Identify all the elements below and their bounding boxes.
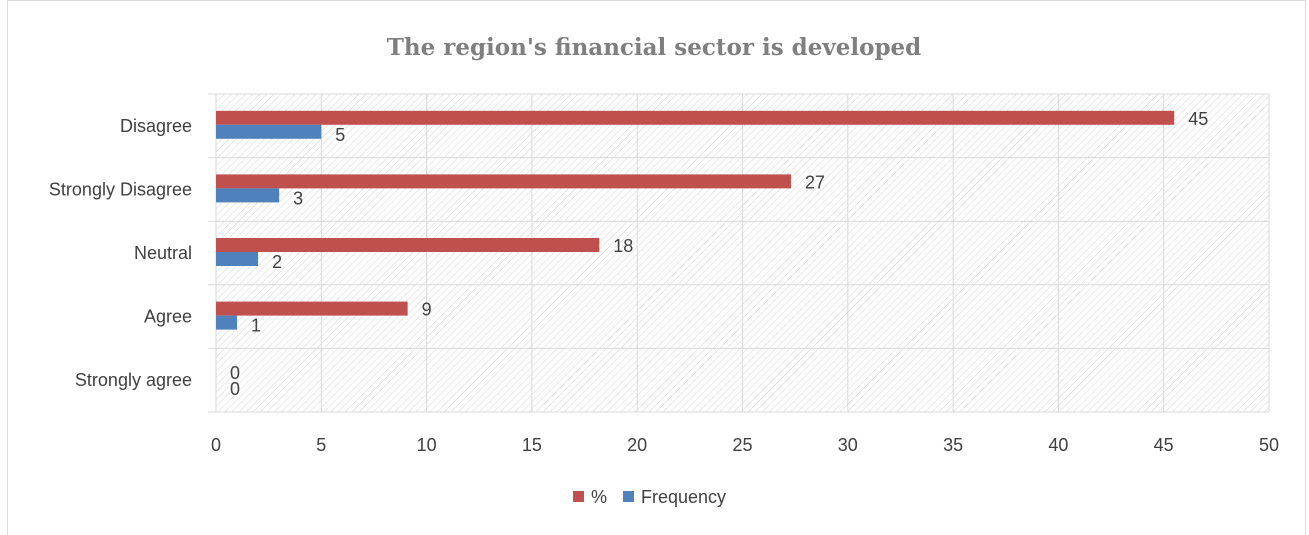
data-label: 2: [272, 252, 282, 272]
bar-percent: [216, 238, 600, 252]
bars: [216, 110, 1175, 330]
x-tick-label: 50: [1259, 435, 1279, 455]
bar-frequency: [216, 252, 259, 266]
bar-percent: [216, 174, 791, 189]
x-tick-label: 25: [732, 435, 752, 455]
category-label: Strongly agree: [75, 370, 192, 390]
gridlines: [208, 93, 1270, 413]
data-label: 3: [293, 188, 303, 208]
x-tick-label: 5: [316, 435, 326, 455]
category-label: Neutral: [134, 243, 192, 263]
data-label: 1: [251, 316, 261, 336]
bar-percent: [216, 110, 1175, 125]
data-label: 27: [805, 172, 825, 192]
data-labels: 00 9 1 18 2 27 3 45 5: [230, 109, 1208, 399]
bar-frequency: [216, 124, 322, 139]
category-label: Agree: [144, 307, 192, 327]
legend-label: %: [591, 487, 607, 507]
bar-frequency: [216, 188, 280, 203]
x-tick-label: 45: [1154, 435, 1174, 455]
legend-label: Frequency: [641, 487, 726, 507]
x-tick-label: 10: [417, 435, 437, 455]
x-tick-label: 30: [838, 435, 858, 455]
legend: % Frequency: [573, 487, 726, 507]
x-tick-label: 0: [211, 435, 221, 455]
x-tick-label: 20: [627, 435, 647, 455]
data-label: 45: [1188, 109, 1208, 129]
data-label: 0: [230, 379, 240, 399]
bar-percent: [216, 301, 408, 316]
bar-frequency: [216, 315, 238, 330]
category-label: Strongly Disagree: [49, 179, 192, 199]
x-tick-label: 35: [943, 435, 963, 455]
chart-title: The region's financial sector is develop…: [387, 34, 922, 61]
data-label: 9: [422, 300, 432, 320]
data-label: 5: [335, 125, 345, 145]
category-label: Disagree: [120, 116, 192, 136]
data-label: 0: [230, 363, 240, 383]
x-tick-label: 40: [1048, 435, 1068, 455]
legend-swatch: [623, 491, 634, 502]
x-tick-labels: 0 5 10 15 20 25 30 35 40 45 50: [211, 435, 1279, 455]
data-label: 18: [613, 236, 633, 256]
category-labels: Strongly agree Agree Neutral Strongly Disag…: [49, 116, 192, 390]
x-tick-label: 15: [522, 435, 542, 455]
legend-swatch: [573, 491, 584, 502]
